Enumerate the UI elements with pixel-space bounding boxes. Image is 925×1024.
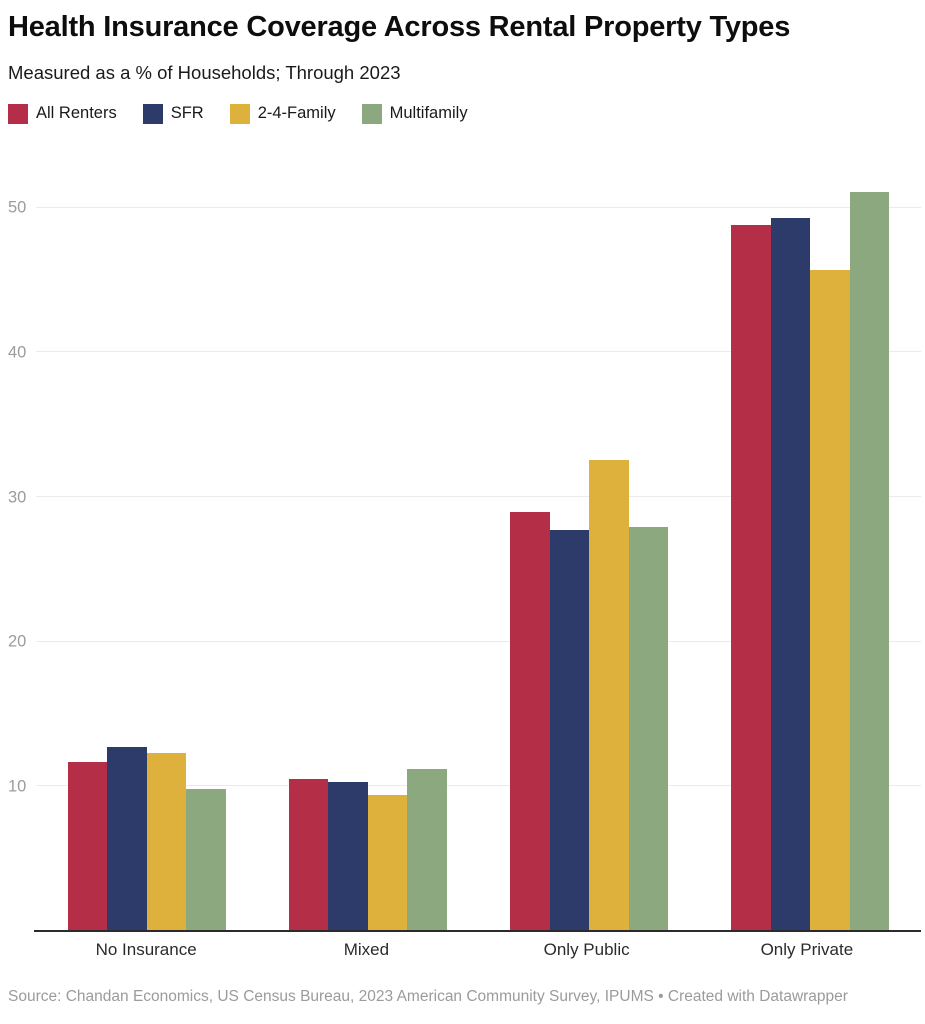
y-tick-label-10: 10 [8,777,27,796]
bar-sfr-no-insurance [107,747,147,931]
bars-mixed [288,150,447,931]
legend-swatch-icon [229,103,250,124]
x-axis-label-only-private: Only Private [760,939,854,959]
chart-header: Health Insurance Coverage Across Rental … [0,0,925,84]
bars-only-private [731,150,890,931]
legend-swatch-icon [361,103,382,124]
bar-multifamily-no-insurance [186,789,226,931]
x-axis-label-mixed: Mixed [343,939,390,959]
bar-2-4-family-only-private [810,270,850,931]
legend-label: All Renters [36,104,117,123]
bar-groups [36,150,921,931]
x-axis-label-no-insurance: No Insurance [95,939,197,959]
bars-only-public [510,150,669,931]
bar-sfr-only-private [770,217,811,931]
gridline-20 [36,640,921,642]
legend-swatch-icon [142,103,163,124]
legend-item-2-4-family: 2-4-Family [229,103,336,124]
x-axis-label-only-public: Only Public [543,939,630,959]
bar-group-no-insurance [36,150,257,931]
bar-all-renters-only-public [510,511,550,931]
bars-no-insurance [67,150,226,931]
plot-area: 10 20 30 40 50 [0,150,921,932]
x-axis-line [34,929,921,932]
bar-multifamily-mixed [407,769,447,931]
y-tick-label-50: 50 [8,198,27,217]
gridline-10 [36,785,921,787]
legend-label: SFR [170,104,204,123]
y-tick-label-30: 30 [8,487,27,506]
bar-2-4-family-mixed [367,795,408,931]
gridline-50 [36,206,921,208]
bar-all-renters-mixed [288,779,329,931]
bar-group-mixed [257,150,478,931]
gridline-40 [36,351,921,353]
bar-2-4-family-only-public [589,459,629,931]
x-axis-labels: No Insurance Mixed Only Public Only Private [36,940,917,960]
bar-sfr-only-public [549,530,590,931]
legend-label: Multifamily [389,104,468,123]
bar-all-renters-only-private [731,225,771,931]
legend-item-all-renters: All Renters [8,103,117,124]
chart-area: 10 20 30 40 50 No Insurance Mixed Only Public O… [0,150,921,960]
legend-item-multifamily: Multifamily [361,103,468,124]
bar-multifamily-only-private [849,191,890,931]
gridline-30 [36,496,921,498]
chart-subtitle: Measured as a % of Households; Through 2… [8,61,401,83]
bar-all-renters-no-insurance [67,761,108,931]
legend: All Renters SFR 2-4-Family Multifamily [8,103,917,124]
source-note: Source: Chandan Economics, US Census Bur… [8,987,848,1005]
chart-title: Health Insurance Coverage Across Rental … [8,11,791,43]
bar-group-only-public [479,150,700,931]
bar-sfr-mixed [328,782,368,931]
legend-item-sfr: SFR [142,103,204,124]
y-tick-label-20: 20 [8,632,27,651]
bar-group-only-private [700,150,921,931]
legend-swatch-icon [8,103,28,124]
y-tick-label-40: 40 [8,343,27,362]
legend-label: 2-4-Family [257,104,336,123]
bar-multifamily-only-public [628,527,669,931]
bar-2-4-family-no-insurance [146,753,187,931]
